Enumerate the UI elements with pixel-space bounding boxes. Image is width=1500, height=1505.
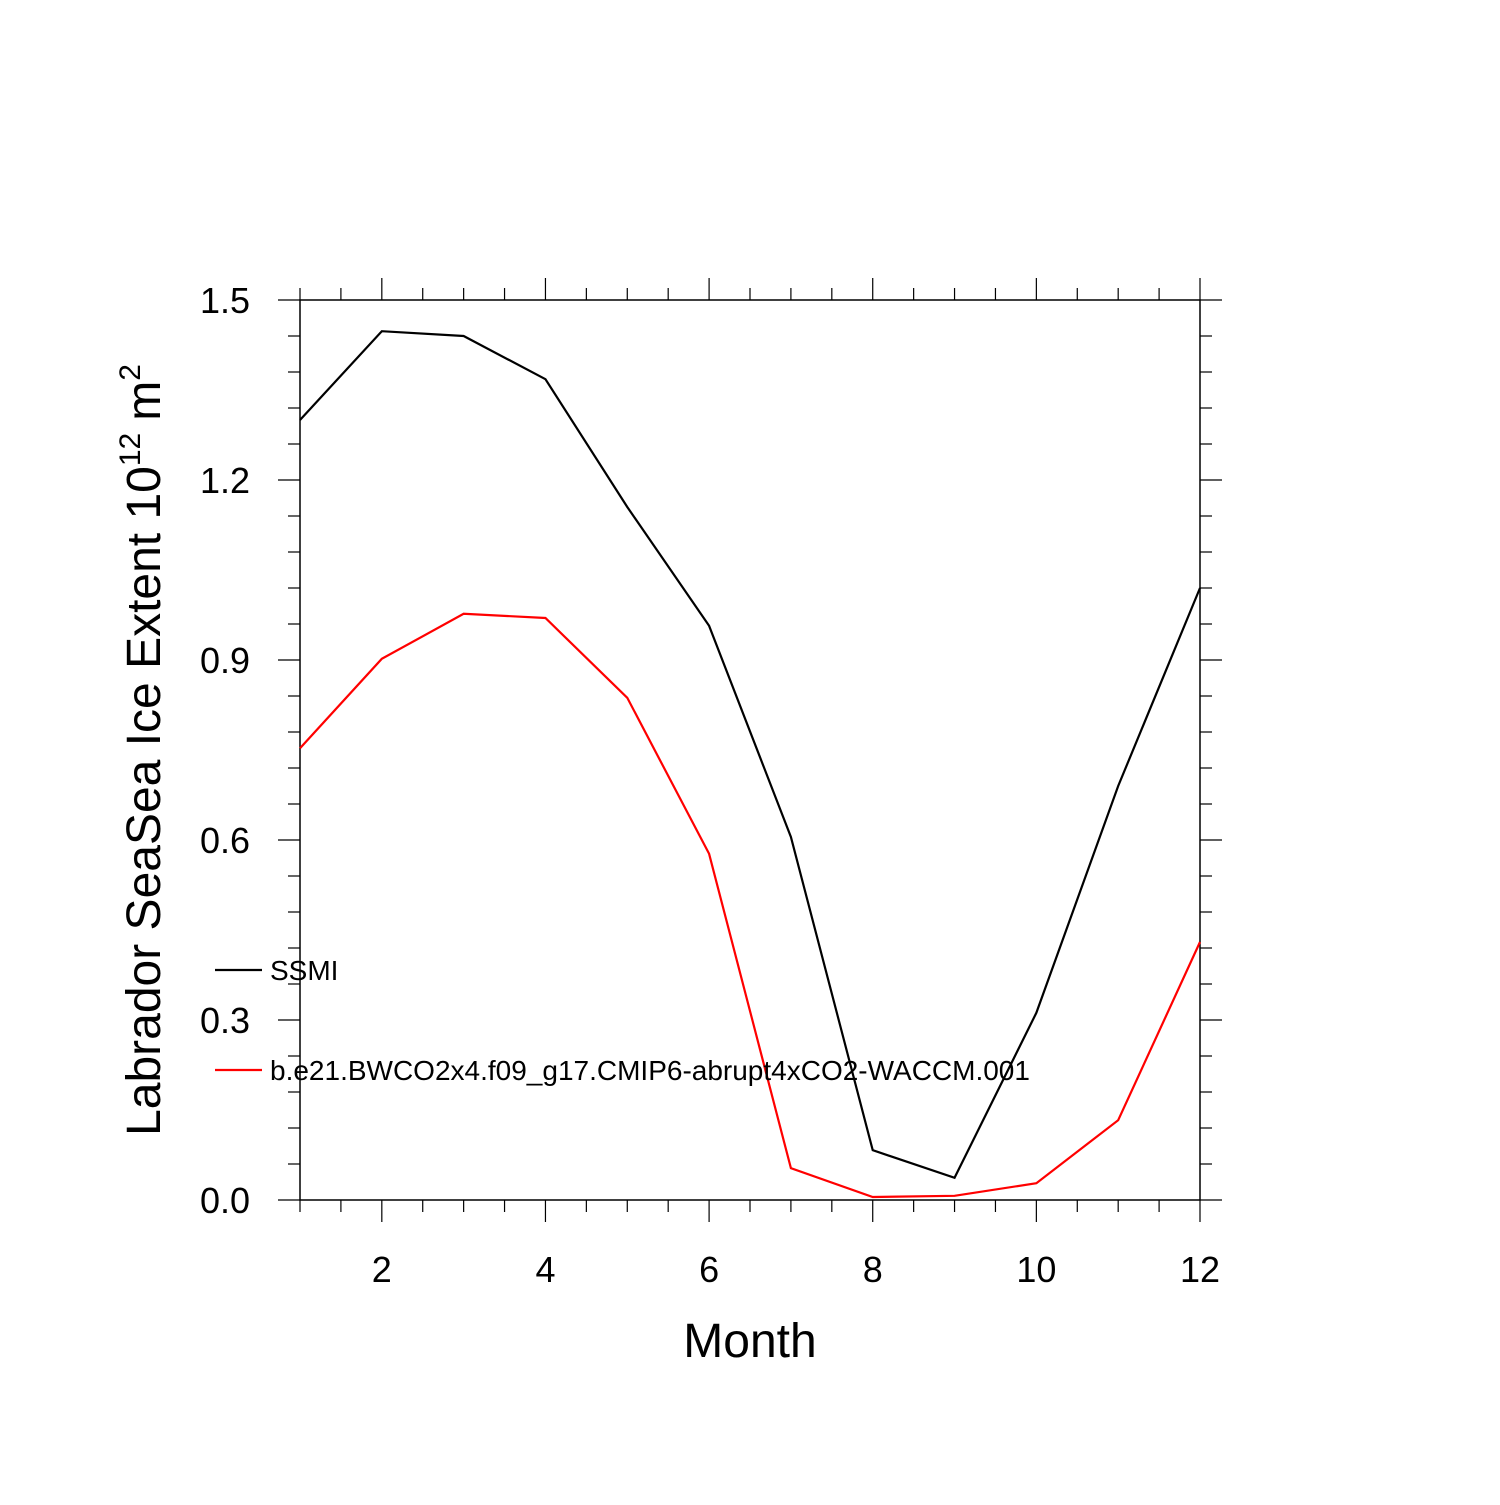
y-label-exp: 12 [114, 433, 147, 466]
legend-label: b.e21.BWCO2x4.f09_g17.CMIP6-abrupt4xCO2-… [270, 1055, 1030, 1086]
x-tick-label: 4 [535, 1249, 555, 1290]
series-line [299, 330, 1202, 1180]
y-label-exp: 2 [114, 364, 147, 381]
y-tick-label: 0.9 [200, 640, 250, 681]
y-tick-label: 0.0 [200, 1180, 250, 1221]
x-tick-label: 2 [372, 1249, 392, 1290]
y-label-text: Labrador SeaSea Ice Extent 10 [118, 466, 171, 1136]
y-tick-label: 0.3 [200, 1000, 250, 1041]
x-tick-label: 12 [1180, 1249, 1220, 1290]
x-tick-label: 10 [1016, 1249, 1056, 1290]
x-tick-label: 6 [699, 1249, 719, 1290]
y-tick-label: 0.6 [200, 820, 250, 861]
y-label-unit: m [118, 381, 171, 421]
series-line [299, 612, 1201, 1199]
y-tick-label: 1.2 [200, 460, 250, 501]
legend-label: SSMI [270, 955, 338, 986]
x-axis-label: Month [683, 1315, 816, 1368]
y-axis-label: Labrador SeaSea Ice Extent 1012 m2 [114, 364, 171, 1136]
x-tick-label: 8 [863, 1249, 883, 1290]
y-tick-label: 1.5 [200, 280, 250, 321]
